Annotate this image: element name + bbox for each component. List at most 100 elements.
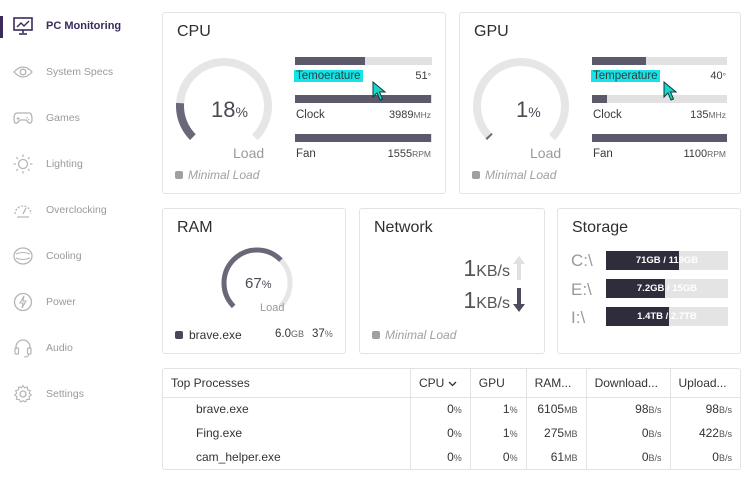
column-header-cpu[interactable]: CPU <box>410 369 471 398</box>
gpu-clock-label: Clock <box>593 109 622 121</box>
cpu-temperature-label: Temoerature <box>294 70 363 82</box>
gpu-temperature-bar <box>592 57 727 65</box>
process-ram: 275MB <box>525 421 587 445</box>
sidebar-item-pc-monitoring[interactable]: PC Monitoring <box>0 6 150 46</box>
gpu-status: Minimal Load <box>472 168 556 182</box>
speedometer-icon <box>12 199 34 221</box>
table-row[interactable]: brave.exe 0% 1% 6105MB 98B/s 98B/s <box>163 397 740 421</box>
card-title: RAM <box>177 219 213 236</box>
gamepad-icon <box>12 107 34 129</box>
sidebar-item-audio[interactable]: Audio <box>0 328 150 368</box>
cpu-temperature-bar <box>295 57 432 65</box>
drive-usage-bar: 7.2GB / 15GB <box>606 279 728 298</box>
card-title: Network <box>374 219 433 236</box>
drive-usage-bar: 1.4TB / 2.7TB <box>606 307 728 326</box>
process-cpu: 0% <box>410 445 471 469</box>
gpu-fan-label: Fan <box>593 148 613 160</box>
sidebar: PC Monitoring System Specs Games Lightin… <box>0 0 150 493</box>
network-status: Minimal Load <box>372 328 456 342</box>
eye-icon <box>12 61 34 83</box>
sidebar-item-cooling[interactable]: Cooling <box>0 236 150 276</box>
cpu-clock-bar <box>295 95 432 103</box>
sidebar-item-lighting[interactable]: Lighting <box>0 144 150 184</box>
column-header-download[interactable]: Download... <box>585 369 671 398</box>
sidebar-item-power[interactable]: Power <box>0 282 150 322</box>
sidebar-item-label: Settings <box>46 388 84 400</box>
cpu-temperature-value: 51° <box>415 70 431 82</box>
gpu-load-label: Load <box>530 145 562 161</box>
table-header-row: Top Processes CPU GPU RAM... Download...… <box>163 369 740 398</box>
chevron-down-icon <box>448 381 457 387</box>
process-download: 0B/s <box>585 421 671 445</box>
column-header-gpu[interactable]: GPU <box>469 369 527 398</box>
process-download: 98B/s <box>585 397 671 421</box>
gpu-fan-value: 1100RPM <box>683 148 726 160</box>
cpu-fan-value: 1555RPM <box>387 148 431 160</box>
drive-letter: C:\ <box>571 251 593 270</box>
process-cpu: 0% <box>410 397 471 421</box>
drive-usage-bar: 71GB / 119GB <box>606 251 728 270</box>
gpu-card: GPU 1% Load Minimal Load Temperature 40°… <box>459 12 741 194</box>
download-arrow-icon <box>513 288 525 312</box>
gpu-clock-value: 135MHz <box>690 109 726 121</box>
process-gpu: 1% <box>469 421 527 445</box>
card-title: Storage <box>572 219 629 236</box>
sidebar-item-games[interactable]: Games <box>0 98 150 138</box>
ram-card: RAM 67% Load brave.exe 6.0GB 37% <box>162 208 346 354</box>
process-ram: 61MB <box>525 445 587 469</box>
top-processes-table: Top Processes CPU GPU RAM... Download...… <box>162 368 741 470</box>
column-header-upload[interactable]: Upload... <box>669 369 740 398</box>
power-icon <box>12 291 34 313</box>
gpu-temperature-label: Temperature <box>591 70 660 82</box>
sidebar-item-label: Power <box>46 296 76 308</box>
table-row[interactable]: Fing.exe 0% 1% 275MB 0B/s 422B/s <box>163 421 740 445</box>
sun-icon <box>12 153 34 175</box>
cpu-status: Minimal Load <box>175 168 259 182</box>
mouse-cursor-icon <box>372 81 386 101</box>
ram-top-process-pct: 37% <box>312 328 333 340</box>
process-ram: 6105MB <box>525 397 587 421</box>
process-upload: 98B/s <box>669 397 740 421</box>
cpu-clock-value: 3989MHz <box>389 109 431 121</box>
upload-arrow-icon <box>513 256 525 280</box>
sidebar-item-settings[interactable]: Settings <box>0 374 150 414</box>
ram-load-label: Load <box>260 302 285 314</box>
process-upload: 0B/s <box>669 445 740 469</box>
sidebar-item-label: Overclocking <box>46 204 107 216</box>
drive-letter: I:\ <box>571 308 586 327</box>
cpu-load-value: 18% <box>211 97 248 122</box>
gpu-fan-bar <box>592 134 727 142</box>
gpu-clock-bar <box>592 95 727 103</box>
sidebar-item-label: PC Monitoring <box>46 20 122 32</box>
cpu-fan-bar <box>295 134 432 142</box>
process-gpu: 0% <box>469 445 527 469</box>
process-download: 0B/s <box>585 445 671 469</box>
column-header-ram[interactable]: RAM... <box>525 369 587 398</box>
column-header-name[interactable]: Top Processes <box>163 369 411 398</box>
process-name: Fing.exe <box>196 426 243 440</box>
monitor-icon <box>12 15 34 37</box>
card-title: GPU <box>474 23 509 40</box>
network-upload-value: 1KB/s <box>463 255 510 281</box>
process-gpu: 1% <box>469 397 527 421</box>
sidebar-item-system-specs[interactable]: System Specs <box>0 52 150 92</box>
ram-load-gauge <box>221 247 293 319</box>
gpu-load-value: 1% <box>516 97 541 122</box>
ram-top-process: brave.exe <box>175 328 242 342</box>
storage-card: Storage C:\ 71GB / 119GB E:\ 7.2GB / 15G… <box>557 208 741 354</box>
cpu-card: CPU 18% Load Minimal Load Temoerature 51… <box>162 12 446 194</box>
table-row[interactable]: cam_helper.exe 0% 0% 61MB 0B/s 0B/s <box>163 445 740 469</box>
cooling-icon <box>12 245 34 267</box>
mouse-cursor-icon <box>663 81 677 101</box>
sidebar-item-label: Games <box>46 112 80 124</box>
card-title: CPU <box>177 23 211 40</box>
gpu-temperature-value: 40° <box>710 70 726 82</box>
sidebar-item-label: Cooling <box>46 250 82 262</box>
sidebar-item-overclocking[interactable]: Overclocking <box>0 190 150 230</box>
sidebar-item-label: Lighting <box>46 158 83 170</box>
cpu-load-gauge <box>176 57 273 154</box>
cpu-fan-label: Fan <box>296 148 316 160</box>
gear-icon <box>12 383 34 405</box>
sidebar-item-label: Audio <box>46 342 73 354</box>
ram-load-value: 67% <box>245 275 272 292</box>
